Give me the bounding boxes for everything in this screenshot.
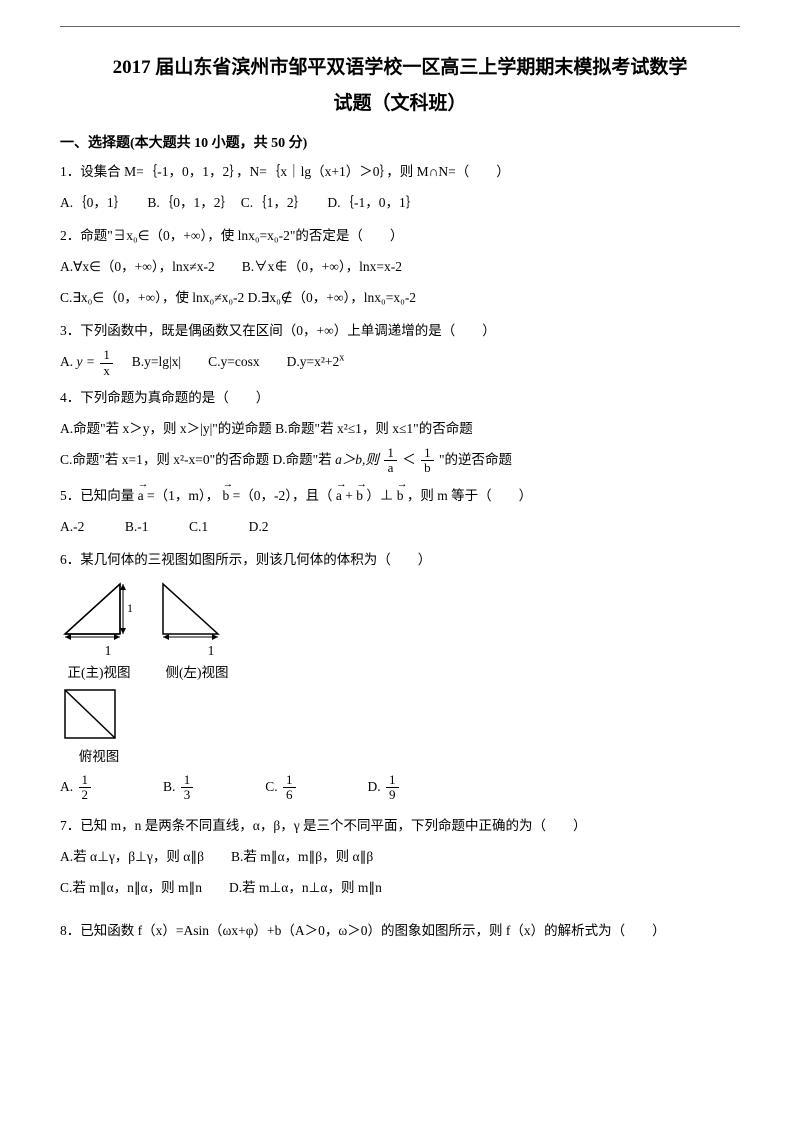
frac-den: 2 [79,788,92,802]
side-view-svg [158,579,236,641]
q6-D: D. 1 9 [368,773,401,803]
q3-sup: x [339,353,344,364]
q6-B-label: B. [163,778,175,793]
q4c-mid: a＞b,则 [335,452,379,467]
q2-optsB: C.∃x₀∈（0，+∞），使 lnx₀≠x₀-2 D.∃x₀∉（0，+∞），ln… [60,284,740,311]
three-views-row: 1 1 正(主)视图 1 侧(左)视图 [60,579,740,681]
vec-b: b [223,482,230,509]
frac-den: a [384,461,397,475]
vec-a2: a [336,482,342,509]
q7: 7．已知 m，n 是两条不同直线，α，β，γ 是三个不同平面，下列命题中正确的为… [60,812,740,839]
frac-den: 9 [386,788,399,802]
q6-C: C. 1 6 [265,773,297,803]
q6: 6．某几何体的三视图如图所示，则该几何体的体积为（ ） [60,546,740,573]
side-view-label: 1 [158,643,236,659]
q6-A: A. 1 2 [60,773,93,803]
frac-den: x [100,364,113,378]
q6-B-frac: 1 3 [181,773,194,803]
front-view-svg: 1 [60,579,138,641]
vec-a: a [138,482,144,509]
frac-num: 1 [79,773,92,788]
top-rule [60,26,740,27]
frac-num: 1 [100,348,113,363]
q3-opts: A. y = 1 x B.y=lg|x| C.y=cosx D.y=x²+2x [60,348,740,378]
q4c-f2: 1 b [421,446,434,476]
front-view-label: 1 [60,643,138,659]
side-view-text: 侧(左)视图 [158,661,236,681]
q1-opts: A.｛0，1｝ B.｛0，1，2｝ C.｛1，2｝ D.｛-1，0，1｝ [60,189,740,216]
frac-num: 1 [384,446,397,461]
q4c-f1: 1 a [384,446,397,476]
q8: 8．已知函数 f（x）=Asin（ωx+φ）+b（A＞0，ω＞0）的图象如图所示… [60,917,740,944]
title-line1: 2017 届山东省滨州市邹平双语学校一区高三上学期期末模拟考试数学 [113,57,688,78]
front-view: 1 1 正(主)视图 [60,579,138,681]
frac-den: b [421,461,434,475]
q3-rest: B.y=lg|x| C.y=cosx D.y=x²+2 [118,354,339,369]
svg-text:1: 1 [127,601,133,615]
q6-D-frac: 1 9 [386,773,399,803]
q2: 2．命题"∃x₀∈（0，+∞），使 lnx₀=x₀-2"的否定是（ ） [60,222,740,249]
q6-B: B. 1 3 [163,773,195,803]
q3: 3．下列函数中，既是偶函数又在区间（0，+∞）上单调递增的是（ ） [60,317,740,344]
q6-A-frac: 1 2 [79,773,92,803]
q3-A-label: A. [60,354,73,369]
frac-num: 1 [283,773,296,788]
q6-opts: A. 1 2 B. 1 3 C. 1 6 D. 1 9 [60,773,740,803]
q6-C-label: C. [265,778,277,793]
q4c-lt: ＜ [402,452,416,467]
vec-b3: b [397,482,404,509]
q4-optsC: C.命题"若 x=1，则 x²-x=0"的否命题 D.命题"若 a＞b,则 1 … [60,446,740,476]
q5-opts: A.-2 B.-1 C.1 D.2 [60,513,740,540]
q5-m3: ）⊥ [366,488,396,503]
q6-A-label: A. [60,778,73,793]
top-view-text: 俯视图 [60,745,138,765]
q5-pre: 5．已知向量 [60,488,134,503]
q5-post: ，则 m 等于（ ） [407,488,532,503]
q5-m1: =（1，m）， [147,488,219,503]
vec-b2: b [356,482,363,509]
front-view-text: 正(主)视图 [60,661,138,681]
q5-m2: =（0，-2），且（ [233,488,333,503]
q1: 1．设集合 M=｛-1，0，1，2｝，N=｛x｜lg（x+1）＞0｝，则 M∩N… [60,158,740,185]
title-line2: 试题（文科班） [333,93,466,114]
q2-optsA: A.∀x∈（0，+∞），lnx≠x-2 B.∀x∉（0，+∞），lnx=x-2 [60,253,740,280]
title: 2017 届山东省滨州市邹平双语学校一区高三上学期期末模拟考试数学 试题（文科班… [60,50,740,122]
q3-A-frac: 1 x [100,348,113,378]
q6-C-frac: 1 6 [283,773,296,803]
q4-optsA: A.命题"若 x＞y，则 x＞|y|"的逆命题 B.命题"若 x²≤1，则 x≤… [60,415,740,442]
q4c-pre: C.命题"若 x=1，则 x²-x=0"的否命题 D.命题"若 [60,452,332,467]
q4c-post: "的逆否命题 [439,452,512,467]
q5: 5．已知向量 a =（1，m）， b =（0，-2），且（ a + b ）⊥ b… [60,482,740,509]
frac-num: 1 [421,446,434,461]
frac-num: 1 [386,773,399,788]
q3-A-eq: y = [77,354,95,369]
frac-den: 3 [181,788,194,802]
side-view: 1 侧(左)视图 [158,579,236,681]
q4: 4．下列命题为真命题的是（ ） [60,384,740,411]
q5-plus: + [345,488,356,503]
q7-optsA: A.若 α⊥γ，β⊥γ，则 α∥β B.若 m∥α，m∥β，则 α∥β [60,843,740,870]
q7-optsB: C.若 m∥α，n∥α，则 m∥n D.若 m⊥α，n⊥α，则 m∥n [60,874,740,901]
top-view: 俯视图 [60,685,138,765]
frac-den: 6 [283,788,296,802]
top-view-svg [60,685,122,743]
frac-num: 1 [181,773,194,788]
q6-D-label: D. [368,778,381,793]
section-heading: 一、选择题(本大题共 10 小题，共 50 分) [60,132,740,152]
